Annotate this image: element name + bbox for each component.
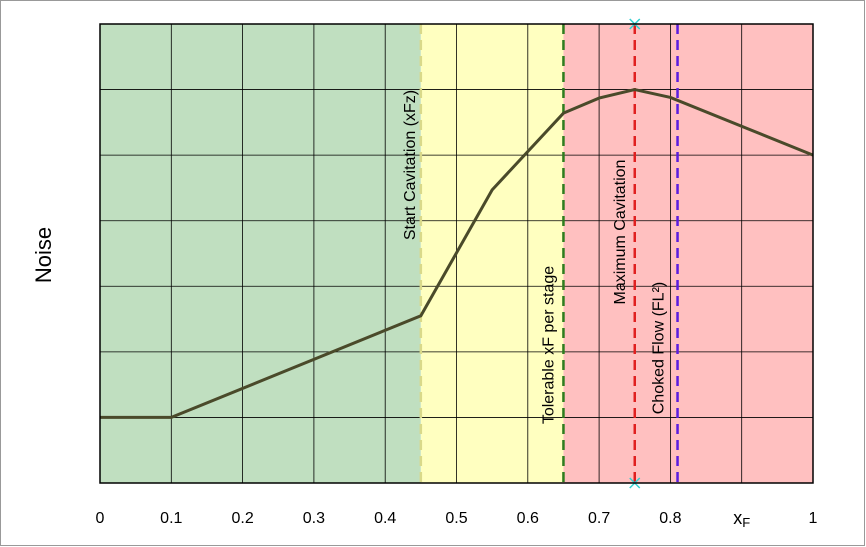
- marker-label: Maximum Cavitation: [612, 160, 629, 305]
- x-tick-label: 0.5: [445, 510, 467, 527]
- region: [100, 24, 421, 483]
- region: [563, 24, 813, 483]
- x-tick-label: 0.3: [303, 510, 325, 527]
- series-line: [100, 88, 814, 419]
- x-tick-label: 0.2: [231, 510, 253, 527]
- x-tick-label: 0.1: [160, 510, 182, 527]
- marker-label: Start Cavitation (xFz): [402, 90, 419, 240]
- x-tick-label: xF: [733, 508, 750, 531]
- x-tick-label: 0: [96, 510, 105, 527]
- y-axis-label: Noise: [31, 227, 56, 283]
- x-tick-label: 0.6: [517, 510, 539, 527]
- marker-label: Tolerable xF per stage: [541, 266, 558, 424]
- plot-border: [99, 23, 814, 484]
- marker-label: Choked Flow (FL²): [651, 282, 668, 414]
- x-tick-label: 1: [809, 510, 818, 527]
- region: [420, 24, 564, 483]
- x-tick-label: 0.4: [374, 510, 396, 527]
- x-tick-label: 0.7: [588, 510, 610, 527]
- x-tick-label: 0.8: [659, 510, 681, 527]
